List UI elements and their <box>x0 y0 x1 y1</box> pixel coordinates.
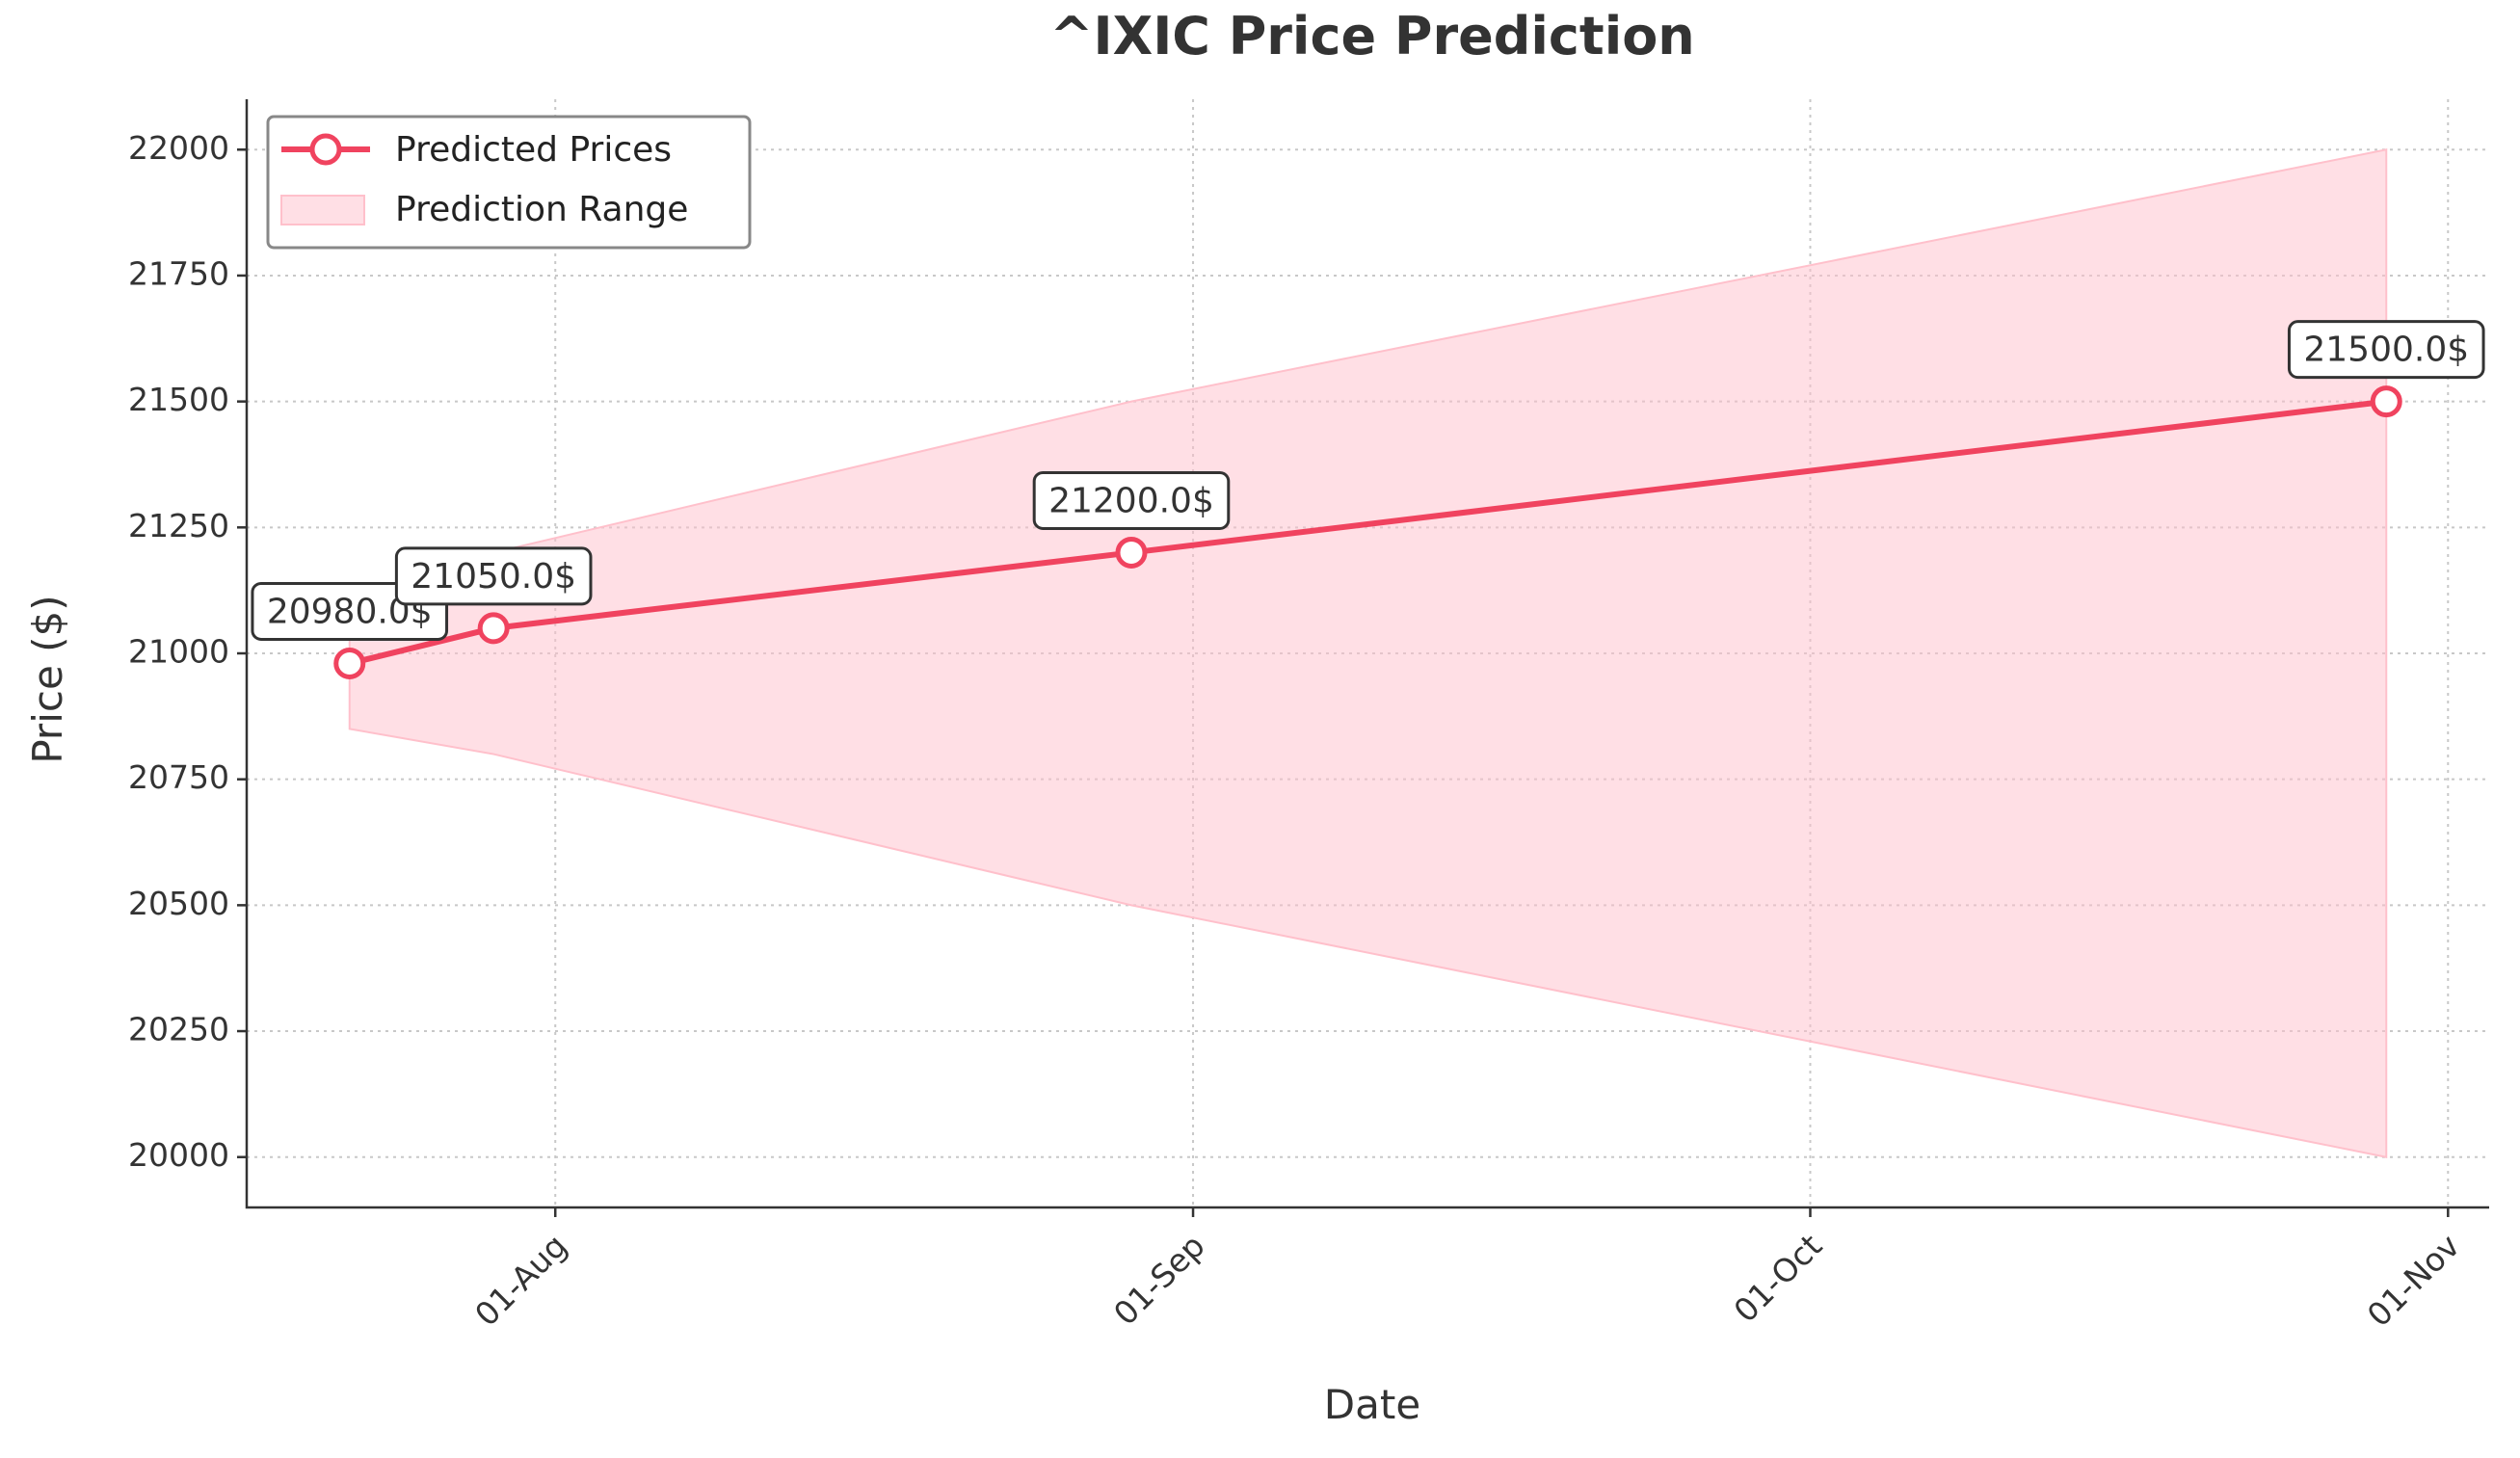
y-axis-title: Price ($) <box>24 595 71 763</box>
data-point <box>2370 385 2402 418</box>
legend-label-prediction-range: Prediction Range <box>395 190 688 229</box>
y-tick-label: 20500 <box>128 885 229 922</box>
prediction-range-area <box>348 148 2388 1158</box>
y-tick-label: 20750 <box>128 758 229 796</box>
prediction-range-band <box>348 148 2388 1158</box>
y-tick-label: 21000 <box>128 633 229 671</box>
value-label-box <box>394 546 593 606</box>
x-tick-label: 01-Sep <box>1106 1227 1212 1333</box>
value-label-box <box>1032 470 1231 530</box>
legend: Predicted Prices Prediction Range <box>266 115 752 250</box>
x-tick-label: 01-Aug <box>467 1227 574 1334</box>
y-tick-label: 21750 <box>128 254 229 292</box>
x-tick-label: 01-Nov <box>2360 1227 2467 1334</box>
legend-frame <box>266 115 752 250</box>
x-tick-label: 01-Oct <box>1726 1227 1829 1330</box>
legend-marker-swatch <box>309 133 342 166</box>
y-tick-label: 20250 <box>128 1011 229 1048</box>
legend-label-predicted-prices: Predicted Prices <box>395 130 672 170</box>
axis-spines <box>245 99 2489 1209</box>
legend-range-swatch <box>280 195 365 225</box>
predicted-prices-line <box>349 398 2387 667</box>
chart-title: ^IXIC Price Prediction <box>1049 6 1695 66</box>
data-labels: 20980.0$21050.0$21200.0$21500.0$ <box>251 320 2485 641</box>
data-point <box>477 612 510 645</box>
value-label: 21050.0$ <box>411 557 576 596</box>
y-tick-label: 21250 <box>128 507 229 544</box>
y-tick-label: 20000 <box>128 1136 229 1174</box>
y-tick-label: 22000 <box>128 129 229 167</box>
x-axis-title: Date <box>1324 1381 1420 1428</box>
data-point <box>333 647 366 679</box>
y-tick-label: 21500 <box>128 381 229 418</box>
value-label-box <box>2287 320 2485 380</box>
predicted-prices-series <box>333 385 2402 679</box>
data-point <box>1115 536 1148 569</box>
value-label: 21200.0$ <box>1048 481 1214 520</box>
value-label: 21500.0$ <box>2303 331 2469 370</box>
